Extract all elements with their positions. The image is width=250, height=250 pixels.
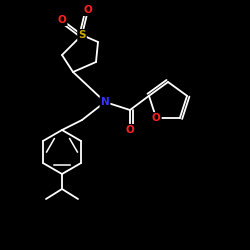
Text: O: O	[58, 15, 66, 25]
Text: O: O	[126, 125, 134, 135]
Text: O: O	[152, 113, 160, 123]
Text: S: S	[78, 30, 86, 40]
Text: O: O	[84, 5, 92, 15]
Text: N: N	[100, 97, 110, 107]
